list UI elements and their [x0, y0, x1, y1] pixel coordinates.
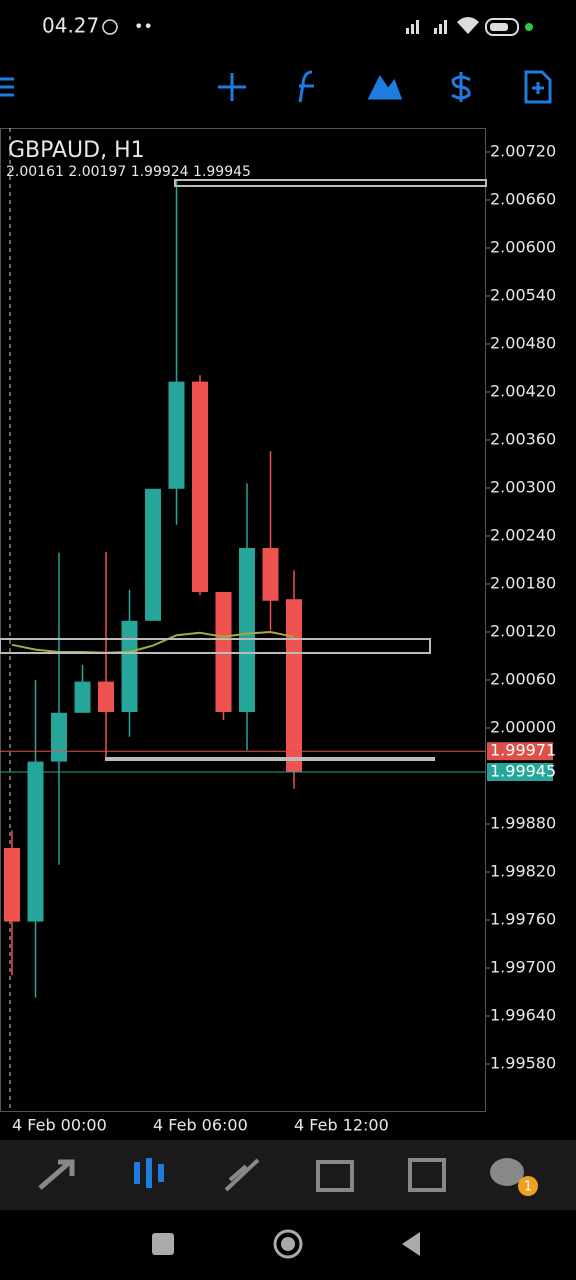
menu-button[interactable] — [0, 77, 14, 97]
y-tick-label: 2.00660 — [490, 190, 556, 209]
y-tick-label: 2.00300 — [490, 478, 556, 497]
y-tick-label: 1.99820 — [490, 862, 556, 881]
signal-icons — [406, 17, 533, 36]
drawn-rectangle — [174, 179, 487, 187]
y-tick-label: 2.00060 — [490, 670, 556, 689]
candle-body — [27, 761, 44, 922]
x-tick-label: 4 Feb 00:00 — [12, 1116, 107, 1135]
price-tag — [487, 742, 553, 761]
chart-title: GBPAUD, H1 — [8, 138, 145, 163]
plot-area — [4, 151, 490, 1065]
y-tick-label: 2.00360 — [490, 430, 556, 449]
nav-icons — [38, 1158, 538, 1196]
candle-body — [51, 712, 67, 762]
home-dot — [281, 1237, 295, 1251]
home-button[interactable] — [273, 1229, 303, 1259]
candle-body — [192, 381, 208, 592]
price-tag — [487, 763, 553, 781]
quotes-tab[interactable] — [38, 1159, 75, 1190]
candle-body — [168, 381, 185, 489]
y-tick-label: 1.99580 — [490, 1054, 556, 1073]
indicator-button[interactable] — [298, 70, 314, 103]
plot-frame — [0, 128, 486, 1112]
crosshair-button[interactable] — [218, 73, 246, 101]
candle-body — [286, 599, 302, 772]
candle-body — [4, 848, 20, 922]
candle-body — [74, 681, 91, 713]
candle-body — [239, 548, 255, 712]
new-order-button[interactable] — [524, 70, 552, 104]
candle-body — [262, 548, 279, 601]
price-tag-label: 1.99945 — [490, 762, 556, 781]
y-tick-label: 2.00000 — [490, 718, 556, 737]
ohlc-label: 2.00161 2.00197 1.99924 1.99945 — [6, 164, 251, 180]
candle-body — [145, 488, 161, 621]
y-tick-label: 2.00540 — [490, 286, 556, 305]
drawn-rectangle — [0, 638, 431, 654]
messages-tab[interactable] — [490, 1158, 524, 1186]
clock: 04.27 — [42, 14, 99, 38]
y-tick-label: 1.99880 — [490, 814, 556, 833]
y-tick-label: 1.99700 — [490, 958, 556, 977]
y-tick-label: 2.00240 — [490, 526, 556, 545]
x-tick-label: 4 Feb 12:00 — [294, 1116, 389, 1135]
badge — [518, 1176, 538, 1196]
price-tag-label: 1.99971 — [490, 741, 556, 760]
trade-button[interactable] — [451, 72, 471, 102]
y-tick-label: 2.00180 — [490, 574, 556, 593]
back-button[interactable] — [402, 1232, 420, 1256]
y-tick-label: 2.00600 — [490, 238, 556, 257]
candle-body — [121, 620, 138, 712]
y-tick-label: 2.00120 — [490, 622, 556, 641]
x-tick-label: 4 Feb 06:00 — [153, 1116, 248, 1135]
trade-tab[interactable] — [224, 1158, 260, 1192]
y-tick-label: 2.00720 — [490, 142, 556, 161]
recents-button[interactable] — [152, 1233, 174, 1255]
badge-count: 1 — [524, 1180, 532, 1195]
candle-body — [98, 681, 114, 712]
bottom-nav — [0, 1140, 576, 1210]
news-tab[interactable] — [408, 1158, 446, 1192]
status-dots: •• — [134, 17, 153, 36]
y-tick-label: 1.99760 — [490, 910, 556, 929]
y-tick-label: 2.00420 — [490, 382, 556, 401]
toolbar — [0, 70, 552, 104]
y-tick-label: 2.00480 — [490, 334, 556, 353]
chart-tab[interactable] — [134, 1158, 164, 1188]
objects-button[interactable] — [367, 75, 403, 100]
history-tab[interactable] — [316, 1160, 354, 1192]
y-tick-label: 1.99640 — [490, 1006, 556, 1025]
status-icon — [102, 19, 118, 35]
